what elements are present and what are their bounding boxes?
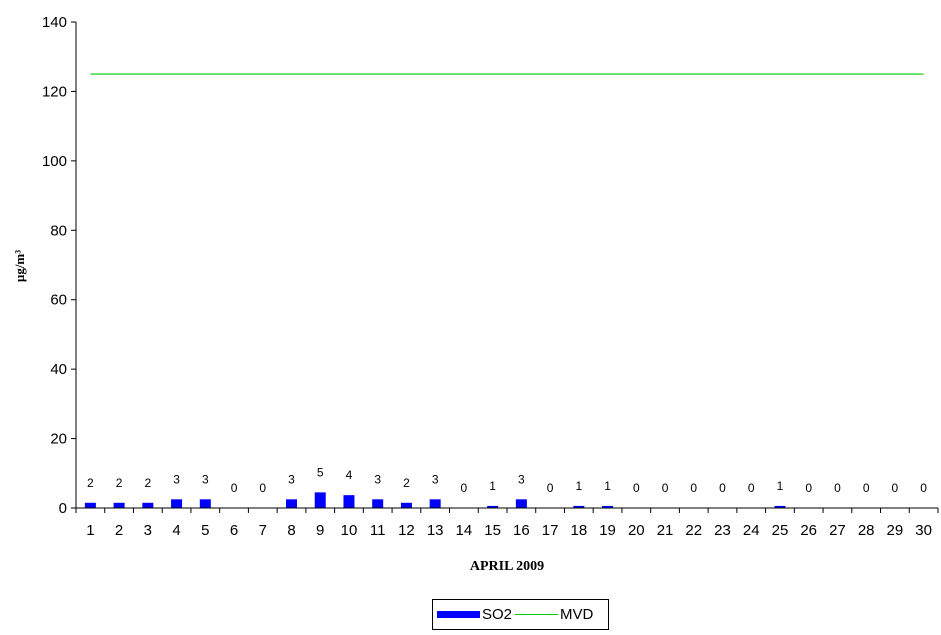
y-tick-label: 80 <box>50 222 67 239</box>
so2-data-label: 3 <box>432 472 439 486</box>
x-tick-label: 13 <box>427 522 444 539</box>
data-labels: 2 2 2 3 3 0 0 3 5 4 3 2 3 0 1 3 0 1 1 0 0 0 0 0 1 0 0 0 0 0 <box>87 465 927 495</box>
so2-bar <box>429 499 441 508</box>
mvd-swatch <box>515 614 558 615</box>
x-tick-label: 15 <box>484 522 501 539</box>
so2-data-label: 0 <box>834 481 841 495</box>
so2-data-label: 5 <box>317 465 324 479</box>
so2-data-label: 0 <box>662 481 669 495</box>
so2-bar <box>774 505 786 508</box>
so2-data-label: 1 <box>489 479 496 493</box>
y-tick-label: 0 <box>59 500 67 517</box>
legend-label-mvd: MVD <box>560 606 594 623</box>
x-axis-ticks: 1 2 3 4 5 6 7 8 9 10 11 12 13 14 15 16 17 18 19 20 21 22 23 24 2… <box>75 508 939 539</box>
so2-data-label: 0 <box>259 481 266 495</box>
so2-bars <box>84 492 786 508</box>
so2-data-label: 1 <box>575 479 582 493</box>
so2-data-label: 0 <box>805 481 812 495</box>
y-tick-label: 100 <box>42 153 67 170</box>
so2-bar <box>142 502 154 508</box>
x-tick-label: 5 <box>201 522 209 539</box>
y-tick-label: 20 <box>50 431 67 448</box>
x-tick-label: 2 <box>115 522 123 539</box>
so2-data-label: 3 <box>173 472 180 486</box>
x-tick-label: 12 <box>398 522 415 539</box>
so2-data-label: 0 <box>920 481 927 495</box>
x-tick-label: 10 <box>341 522 358 539</box>
x-tick-label: 16 <box>513 522 530 539</box>
x-tick-label: 19 <box>599 522 616 539</box>
x-tick-label: 27 <box>829 522 846 539</box>
so2-data-label: 3 <box>374 472 381 486</box>
x-tick-label: 3 <box>144 522 152 539</box>
so2-bar <box>314 492 326 508</box>
so2-data-label: 2 <box>87 476 94 490</box>
x-tick-label: 1 <box>86 522 94 539</box>
so2-data-label: 0 <box>461 481 468 495</box>
so2-bar <box>372 499 384 508</box>
so2-bar <box>487 505 499 508</box>
x-tick-label: 23 <box>714 522 731 539</box>
legend-entry-mvd: MVD <box>515 606 593 623</box>
so2-bar <box>573 505 585 508</box>
x-tick-label: 6 <box>230 522 238 539</box>
x-tick-label: 8 <box>287 522 295 539</box>
so2-bar <box>602 505 614 508</box>
so2-bar <box>343 495 355 508</box>
so2-data-label: 0 <box>231 481 238 495</box>
x-tick-label: 14 <box>456 522 473 539</box>
so2-bar <box>400 502 412 508</box>
x-tick-label: 7 <box>259 522 267 539</box>
so2-bar <box>286 499 297 508</box>
so2-data-label: 3 <box>288 472 295 486</box>
x-tick-label: 21 <box>657 522 674 539</box>
x-axis-title: APRIL 2009 <box>470 559 544 574</box>
so2-data-label: 4 <box>346 468 353 482</box>
y-tick-label: 40 <box>50 361 67 378</box>
so2-data-label: 0 <box>690 481 697 495</box>
x-tick-label: 4 <box>172 522 180 539</box>
x-tick-label: 9 <box>316 522 324 539</box>
x-tick-label: 22 <box>685 522 702 539</box>
x-tick-label: 17 <box>542 522 559 539</box>
so2-bar <box>113 502 125 508</box>
so2-data-label: 0 <box>863 481 870 495</box>
x-tick-label: 25 <box>772 522 789 539</box>
y-tick-label: 120 <box>42 83 67 100</box>
y-tick-label: 140 <box>42 14 67 31</box>
x-tick-label: 28 <box>858 522 875 539</box>
x-tick-label: 20 <box>628 522 645 539</box>
so2-data-label: 1 <box>604 479 611 493</box>
so2-data-label: 3 <box>202 472 209 486</box>
x-tick-label: 11 <box>370 522 386 539</box>
legend-label-so2: SO2 <box>482 606 513 623</box>
y-axis-ticks: 0 20 40 60 80 100 120 140 <box>42 14 76 517</box>
legend-entry-so2: SO2 <box>437 606 512 623</box>
x-tick-label: 29 <box>887 522 904 539</box>
so2-data-label: 2 <box>403 476 410 490</box>
so2-data-label: 0 <box>547 481 554 495</box>
so2-data-label: 1 <box>777 479 784 493</box>
so2-swatch <box>437 611 480 618</box>
so2-bar <box>171 499 183 508</box>
x-tick-label: 18 <box>570 522 587 539</box>
so2-bar <box>84 502 96 508</box>
legend: SO2 MVD <box>432 599 609 630</box>
so2-bar <box>515 499 527 508</box>
so2-data-label: 0 <box>719 481 726 495</box>
so2-data-label: 2 <box>116 476 123 490</box>
x-tick-label: 30 <box>915 522 932 539</box>
x-tick-label: 24 <box>743 522 760 539</box>
so2-data-label: 0 <box>633 481 640 495</box>
y-axis-title: µg/m³ <box>12 250 27 282</box>
so2-data-label: 3 <box>518 472 525 486</box>
so2-data-label: 0 <box>748 481 755 495</box>
so2-data-label: 0 <box>892 481 899 495</box>
x-tick-label: 26 <box>800 522 817 539</box>
y-tick-label: 60 <box>50 292 67 309</box>
so2-bar <box>199 499 211 508</box>
so2-data-label: 2 <box>144 476 151 490</box>
